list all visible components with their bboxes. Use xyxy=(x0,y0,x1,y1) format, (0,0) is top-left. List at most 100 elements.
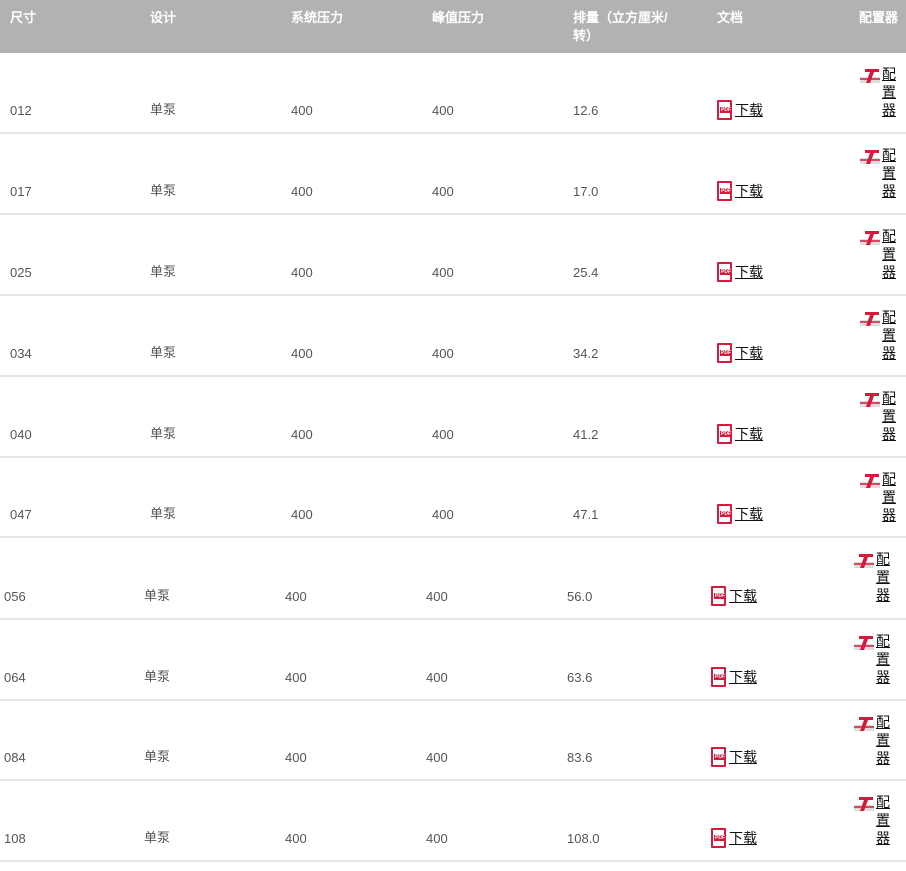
configurator-label: 配置器 xyxy=(876,794,890,846)
configurator-label: 配置器 xyxy=(882,147,896,199)
download-link[interactable]: 下载 xyxy=(711,667,757,687)
download-label: 下载 xyxy=(735,102,763,118)
cell-peak-pressure: 400 xyxy=(432,507,454,522)
cell-peak-pressure: 400 xyxy=(426,831,448,846)
configurator-label: 配置器 xyxy=(882,309,896,361)
cell-displacement: 41.2 xyxy=(573,427,599,442)
cell-size: 012 xyxy=(10,103,32,118)
pdf-icon xyxy=(711,667,726,687)
header-peak-pressure: 峰值压力 xyxy=(432,10,485,25)
table-row: 064 单泵 400 400 63.6 下载 配置器 xyxy=(0,620,906,701)
configurator-icon xyxy=(860,312,880,326)
table-row: 084 单泵 400 400 83.6 下载 配置器 xyxy=(0,701,906,781)
configurator-label: 配置器 xyxy=(876,551,890,603)
configurator-label: 配置器 xyxy=(876,633,890,685)
cell-peak-pressure: 400 xyxy=(432,184,454,199)
pdf-icon xyxy=(717,100,732,120)
download-link[interactable]: 下载 xyxy=(717,100,763,120)
pdf-icon xyxy=(717,504,732,524)
cell-size: 040 xyxy=(10,427,32,442)
cell-design: 单泵 xyxy=(144,669,171,684)
download-label: 下载 xyxy=(729,749,757,765)
configurator-label: 配置器 xyxy=(882,471,896,523)
configurator-icon xyxy=(854,717,874,731)
cell-size: 064 xyxy=(4,670,26,685)
download-label: 下载 xyxy=(729,669,757,685)
cell-displacement: 83.6 xyxy=(567,750,593,765)
cell-size: 084 xyxy=(4,750,26,765)
table-header: 尺寸 设计 系统压力 峰值压力 排量（立方厘米/转） 文档 配置器 xyxy=(0,0,906,53)
cell-system-pressure: 400 xyxy=(291,346,313,361)
configurator-icon xyxy=(854,554,874,568)
cell-displacement: 63.6 xyxy=(567,670,593,685)
cell-peak-pressure: 400 xyxy=(432,427,454,442)
table-row: 034 单泵 400 400 34.2 下载 配置器 xyxy=(0,296,906,377)
header-system-pressure: 系统压力 xyxy=(291,10,344,25)
configurator-icon xyxy=(854,797,874,811)
cell-size: 034 xyxy=(10,346,32,361)
cell-size: 056 xyxy=(4,589,26,604)
configurator-label: 配置器 xyxy=(882,228,896,280)
cell-peak-pressure: 400 xyxy=(426,750,448,765)
download-label: 下载 xyxy=(729,588,757,604)
configurator-icon xyxy=(854,636,874,650)
cell-design: 单泵 xyxy=(144,749,171,764)
cell-peak-pressure: 400 xyxy=(426,589,448,604)
download-link[interactable]: 下载 xyxy=(717,181,763,201)
table-row: 025 单泵 400 400 25.4 下载 配置器 xyxy=(0,215,906,296)
cell-size: 108 xyxy=(4,831,26,846)
configurator-icon xyxy=(860,474,880,488)
cell-size: 025 xyxy=(10,265,32,280)
download-link[interactable]: 下载 xyxy=(717,424,763,444)
cell-system-pressure: 400 xyxy=(291,265,313,280)
cell-displacement: 25.4 xyxy=(573,265,599,280)
download-link[interactable]: 下载 xyxy=(717,262,763,282)
cell-peak-pressure: 400 xyxy=(432,346,454,361)
cell-displacement: 108.0 xyxy=(567,831,600,846)
download-link[interactable]: 下载 xyxy=(717,504,763,524)
table-row: 017 单泵 400 400 17.0 下载 配置器 xyxy=(0,134,906,215)
download-link[interactable]: 下载 xyxy=(711,586,757,606)
header-design: 设计 xyxy=(150,10,177,25)
pdf-icon xyxy=(717,424,732,444)
cell-peak-pressure: 400 xyxy=(426,670,448,685)
cell-displacement: 17.0 xyxy=(573,184,599,199)
table-row: 040 单泵 400 400 41.2 下载 配置器 xyxy=(0,377,906,458)
cell-size: 017 xyxy=(10,184,32,199)
cell-displacement: 47.1 xyxy=(573,507,599,522)
cell-peak-pressure: 400 xyxy=(432,103,454,118)
pdf-icon xyxy=(717,343,732,363)
download-label: 下载 xyxy=(735,506,763,522)
pdf-icon xyxy=(717,262,732,282)
cell-design: 单泵 xyxy=(150,264,177,279)
cell-design: 单泵 xyxy=(144,830,171,845)
download-link[interactable]: 下载 xyxy=(711,828,757,848)
cell-design: 单泵 xyxy=(150,183,177,198)
cell-design: 单泵 xyxy=(150,506,177,521)
cell-system-pressure: 400 xyxy=(285,589,307,604)
download-label: 下载 xyxy=(729,830,757,846)
pdf-icon xyxy=(717,181,732,201)
table-row: 012 单泵 400 400 12.6 下载 配置器 xyxy=(0,53,906,134)
pdf-icon xyxy=(711,586,726,606)
cell-displacement: 34.2 xyxy=(573,346,599,361)
header-size: 尺寸 xyxy=(10,10,37,25)
download-link[interactable]: 下载 xyxy=(717,343,763,363)
cell-design: 单泵 xyxy=(144,588,171,603)
header-docs: 文档 xyxy=(717,10,744,25)
cell-peak-pressure: 400 xyxy=(432,265,454,280)
cell-system-pressure: 400 xyxy=(285,831,307,846)
table-row: 047 单泵 400 400 47.1 下载 配置器 xyxy=(0,458,906,538)
download-label: 下载 xyxy=(735,426,763,442)
header-configurator: 配置器 xyxy=(859,10,899,25)
pdf-icon xyxy=(711,828,726,848)
cell-design: 单泵 xyxy=(150,426,177,441)
configurator-label: 配置器 xyxy=(876,714,890,766)
table-row: 108 单泵 400 400 108.0 下载 配置器 xyxy=(0,781,906,862)
configurator-icon xyxy=(860,69,880,83)
download-link[interactable]: 下载 xyxy=(711,747,757,767)
cell-system-pressure: 400 xyxy=(291,103,313,118)
cell-size: 047 xyxy=(10,507,32,522)
cell-displacement: 12.6 xyxy=(573,103,599,118)
configurator-icon xyxy=(860,150,880,164)
